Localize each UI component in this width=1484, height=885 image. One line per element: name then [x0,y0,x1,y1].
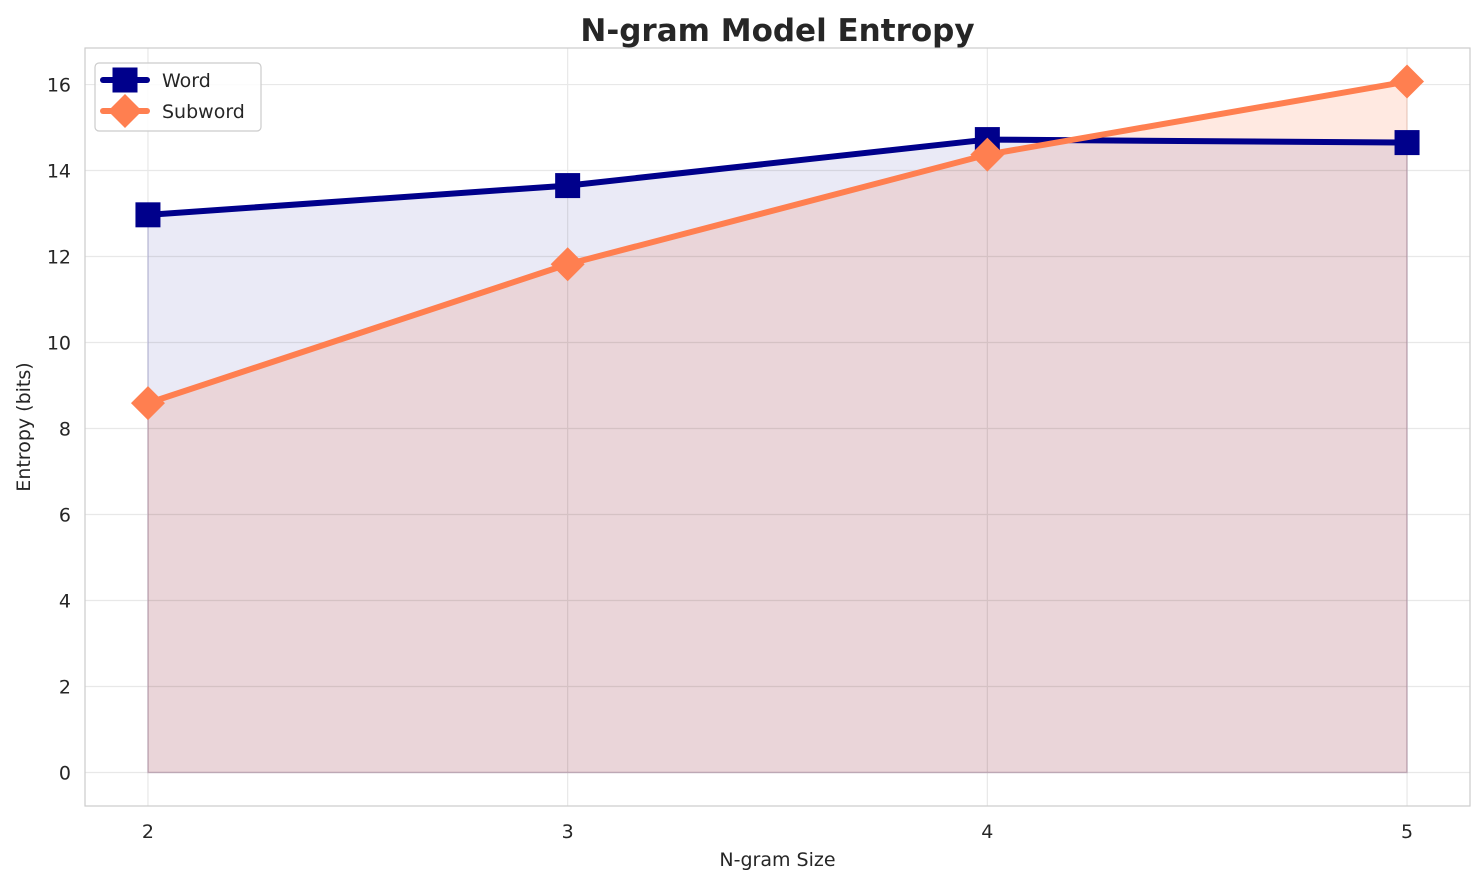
legend-label-word: Word [162,70,211,92]
data-point-subword [550,247,585,282]
series-markers [130,64,1425,421]
x-tick-label: 5 [1401,821,1413,843]
y-tick-label: 8 [59,419,71,441]
legend-marker-subword [108,94,142,128]
y-tick-label: 2 [59,676,71,698]
legend-label-subword: Subword [162,101,245,123]
data-point-word [1394,130,1420,156]
data-point-word [555,173,581,199]
y-tick-label: 10 [47,333,71,355]
data-point-subword [130,386,165,421]
y-axis-label: Entropy (bits) [13,362,35,491]
y-tick-label: 4 [59,590,71,612]
y-tick-label: 14 [47,161,71,183]
x-axis-ticks: 2 3 4 5 [142,821,1413,843]
data-point-word [135,202,161,228]
x-tick-label: 3 [562,821,574,843]
y-axis-ticks: 0 2 4 6 8 10 12 14 16 [47,75,71,785]
x-tick-label: 2 [142,821,154,843]
y-tick-label: 12 [47,247,71,269]
data-point-subword [970,137,1005,172]
x-axis-label: N-gram Size [719,849,835,871]
series-line-word [144,136,1411,218]
plot-frame [84,47,1471,807]
series-line-subword [144,78,1411,407]
legend-marker-word [112,67,138,93]
y-tick-label: 6 [59,504,71,526]
chart-title: N-gram Model Entropy [580,13,974,49]
series-lines [144,78,1411,407]
x-tick-label: 4 [981,821,993,843]
y-tick-label: 0 [59,762,71,784]
y-tick-label: 16 [47,75,71,97]
legend: Word Subword [94,62,262,132]
data-point-subword [1390,64,1425,99]
